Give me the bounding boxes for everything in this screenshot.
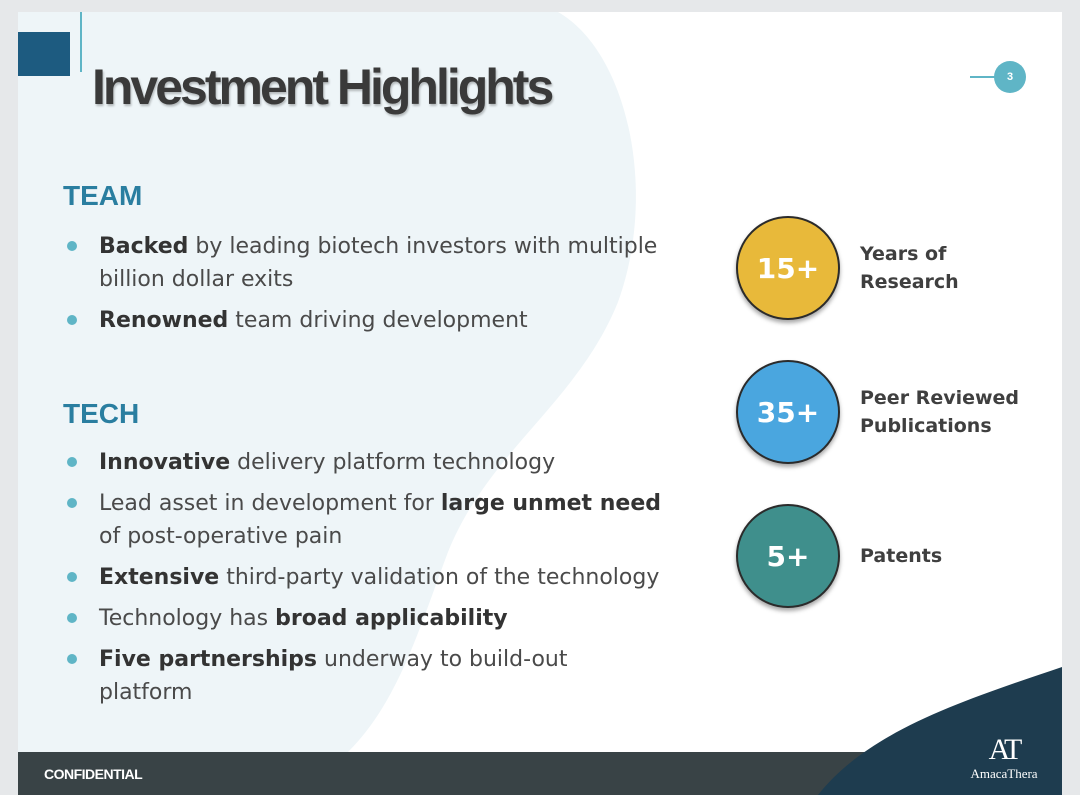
stat-patents: 5+ Patents xyxy=(736,504,1016,608)
slide-title: Investment Highlights xyxy=(92,59,554,115)
slide: Investment Highlights 3 TEAM Backed by l… xyxy=(18,12,1062,795)
team-bullet: Renowned team driving development xyxy=(63,304,663,337)
stat-years-research: 15+ Years of Research xyxy=(736,216,1016,320)
tech-bullet: Extensive third-party validation of the … xyxy=(63,561,663,594)
tech-heading: TECH xyxy=(63,398,140,429)
stat-circle: 35+ xyxy=(736,360,840,464)
bullet-dot-icon xyxy=(67,654,77,664)
stat-label: Years of Research xyxy=(860,243,959,293)
tech-bullet: Technology has broad applicability xyxy=(63,602,663,635)
team-bullet-list: Backed by leading biotech investors with… xyxy=(63,230,663,345)
page-number: 3 xyxy=(994,61,1026,93)
page-marker-line xyxy=(970,76,996,78)
stat-circle: 5+ xyxy=(736,504,840,608)
stat-circle: 15+ xyxy=(736,216,840,320)
tech-bullet: Five partnerships underway to build-out … xyxy=(63,643,663,709)
logo-mark: AT xyxy=(988,733,1023,766)
bullet-dot-icon xyxy=(67,457,77,467)
logo-name: AmacaThera xyxy=(970,766,1038,781)
corner-accent-square xyxy=(18,32,70,76)
stat-label: Patents xyxy=(860,545,943,567)
bullet-dot-icon xyxy=(67,241,77,251)
stat-publications: 35+ Peer Reviewed Publications xyxy=(736,360,1019,464)
confidential-label: CONFIDENTIAL xyxy=(44,766,143,782)
tech-bullet: Lead asset in development for large unme… xyxy=(63,487,663,553)
bullet-dot-icon xyxy=(67,572,77,582)
footer-bar: CONFIDENTIAL xyxy=(18,752,1062,795)
bullet-dot-icon xyxy=(67,498,77,508)
team-heading: TEAM xyxy=(63,180,143,211)
team-bullet: Backed by leading biotech investors with… xyxy=(63,230,663,296)
stat-label: Peer Reviewed Publications xyxy=(860,387,1020,437)
corner-accent-line xyxy=(18,12,82,72)
tech-bullet-list: Innovative delivery platform technology … xyxy=(63,446,663,717)
company-logo: AT AmacaThera xyxy=(956,734,1052,790)
page-number-marker: 3 xyxy=(970,60,1030,94)
background-shape xyxy=(18,12,636,752)
tech-bullet: Innovative delivery platform technology xyxy=(63,446,663,479)
bullet-dot-icon xyxy=(67,315,77,325)
bullet-dot-icon xyxy=(67,613,77,623)
